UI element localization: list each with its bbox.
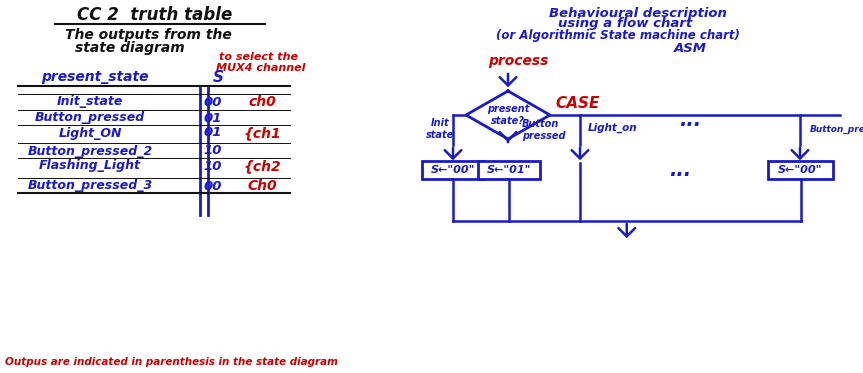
Text: The outputs from the: The outputs from the [65, 28, 231, 42]
Text: S←"00": S←"00" [431, 165, 476, 175]
Text: 00: 00 [204, 179, 223, 192]
Text: state diagram: state diagram [75, 41, 185, 55]
Text: CC 2  truth table: CC 2 truth table [78, 6, 233, 24]
Text: Flashing_Light: Flashing_Light [39, 160, 141, 172]
Text: {ch1: {ch1 [243, 126, 280, 140]
Bar [422, 161, 484, 179]
Text: Button_pressed_3: Button_pressed_3 [810, 125, 863, 134]
Text: 10: 10 [204, 160, 223, 172]
Text: (or Algorithmic State machine chart): (or Algorithmic State machine chart) [496, 29, 740, 43]
Text: {ch2: {ch2 [243, 159, 280, 173]
Text: CASE: CASE [556, 95, 600, 110]
Text: Init
state: Init state [425, 118, 454, 140]
Text: 00: 00 [204, 95, 223, 109]
Text: process: process [488, 54, 548, 68]
Text: 10: 10 [204, 144, 223, 157]
Text: ch0: ch0 [249, 95, 276, 109]
Text: Button
pressed: Button pressed [522, 119, 565, 141]
Text: S←"00": S←"00" [778, 165, 822, 175]
Text: ...: ... [669, 162, 691, 181]
Text: using a flow chart: using a flow chart [557, 18, 692, 31]
Text: state?: state? [491, 116, 525, 126]
Text: MUX4 channel: MUX4 channel [217, 63, 306, 73]
Text: 01: 01 [204, 126, 223, 140]
Text: ...: ... [679, 112, 701, 131]
Text: ASM: ASM [673, 41, 707, 54]
Text: present: present [487, 104, 529, 114]
Text: Outpus are indicated in parenthesis in the state diagram: Outpus are indicated in parenthesis in t… [5, 357, 338, 367]
Bar [478, 161, 540, 179]
Text: 01: 01 [204, 112, 223, 125]
Text: S: S [212, 69, 224, 85]
Text: Light_ON: Light_ON [58, 126, 122, 140]
Text: present_state: present_state [41, 70, 148, 84]
Text: Light_on: Light_on [588, 123, 638, 133]
Bar [768, 161, 833, 179]
Text: Init_state: Init_state [57, 95, 123, 109]
Text: S←"01": S←"01" [487, 165, 532, 175]
Text: Button_pressed_3: Button_pressed_3 [28, 179, 153, 192]
Text: Button_pressed_2: Button_pressed_2 [28, 144, 153, 157]
Text: Behavioural description: Behavioural description [549, 6, 727, 19]
Text: Button_pressed: Button_pressed [35, 112, 145, 125]
Text: Ch0: Ch0 [247, 179, 277, 193]
Text: to select the: to select the [218, 52, 298, 62]
